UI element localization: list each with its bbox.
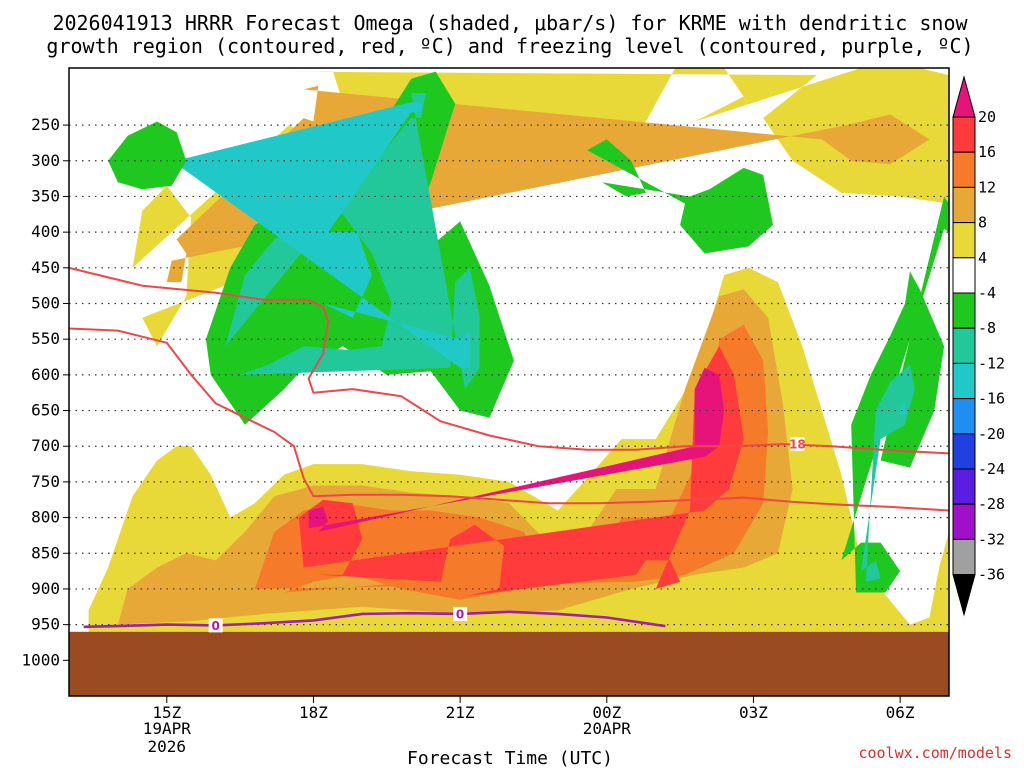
- x-axis-label: Forecast Time (UTC): [407, 748, 613, 768]
- colorbar-swatch-11: [952, 503, 976, 540]
- y-tick-label-500: 500: [31, 294, 60, 313]
- colorbar-label-3: 8: [978, 214, 987, 232]
- colorbar-top-arrow: [952, 75, 976, 118]
- y-tick-label-950: 950: [31, 615, 60, 634]
- x-tick-label-06Z: 06Z: [886, 703, 915, 722]
- colorbar-label-2: 12: [978, 178, 996, 196]
- y-tick-label-300: 300: [31, 151, 60, 170]
- y-tick-label-700: 700: [31, 436, 60, 455]
- colorbar-label-5: -4: [978, 284, 996, 302]
- y-tick-label-600: 600: [31, 365, 60, 384]
- x-tick-label-18Z: 18Z: [299, 703, 328, 722]
- x-tick-date-00Z: 20APR: [583, 719, 632, 738]
- colorbar-label-13: -36: [978, 566, 1005, 584]
- contour-label-bg-2: [453, 606, 468, 621]
- colorbar-swatch-0: [952, 116, 976, 153]
- colorbar-label-1: 16: [978, 143, 996, 161]
- omega-region-descent-main-16: [152, 102, 470, 368]
- ground-terrain: [69, 631, 949, 696]
- omega-region-lowlevel-ascent-16: [298, 346, 744, 597]
- y-tick-label-650: 650: [31, 401, 60, 420]
- colorbar-swatch-8: [952, 398, 976, 435]
- contour-lines: [69, 266, 949, 629]
- colorbar-swatch-2: [952, 186, 976, 224]
- site-watermark: coolwx.com/models: [858, 744, 1012, 762]
- colorbar-label-8: -16: [978, 390, 1005, 408]
- y-tick-label-450: 450: [31, 258, 60, 277]
- y-tick-label-750: 750: [31, 472, 60, 491]
- colorbar-swatch-9: [952, 433, 976, 470]
- omega-region-descent-upper-left: [108, 121, 187, 190]
- colorbar-swatch-5: [952, 292, 976, 329]
- y-tick-label-350: 350: [31, 186, 60, 205]
- x-tick-date-15Z: 19APR: [143, 719, 192, 738]
- omega-region-descent-main-12: [225, 93, 480, 390]
- x-tick-label-03Z: 03Z: [739, 703, 768, 722]
- colorbar-label-11: -28: [978, 495, 1005, 513]
- x-tick-label-15Z: 15Z: [152, 703, 181, 722]
- contour-dgz-lower: [69, 327, 949, 512]
- omega-colorbar: 20 16 12 8 4 -4 -8 -12 -16 -20 -24 -28 -32 -36: [952, 75, 1005, 617]
- y-tick-label-250: 250: [31, 115, 60, 134]
- colorbar-swatch-7: [952, 362, 976, 400]
- x-tick-label-21Z: 21Z: [446, 703, 475, 722]
- contour-dgz-upper: [69, 266, 949, 455]
- colorbar-swatch-1: [952, 151, 976, 188]
- contour-label-2: 0: [456, 607, 464, 621]
- omega-region-descent-right: [841, 196, 949, 593]
- y-tick-label-1000: 1000: [21, 650, 60, 669]
- colorbar-swatch-6: [952, 327, 976, 364]
- omega-shading: [88, 68, 949, 632]
- colorbar-label-9: -20: [978, 425, 1005, 443]
- colorbar-swatch-12: [952, 538, 976, 576]
- colorbar-label-7: -12: [978, 354, 1005, 372]
- x-tick-label-00Z: 00Z: [592, 703, 621, 722]
- contour-freezing-level: [83, 610, 666, 629]
- colorbar-label-4: 4: [978, 249, 987, 267]
- colorbar-label-10: -24: [978, 460, 1005, 478]
- plot-frame: [68, 67, 950, 697]
- colorbar-swatch-3: [952, 222, 976, 259]
- chart-title-line1: 2026041913 HRRR Forecast Omega (shaded, …: [52, 11, 968, 35]
- y-tick-label-900: 900: [31, 579, 60, 598]
- colorbar-swatch-10: [952, 468, 976, 505]
- x-tick-year-15Z: 2026: [148, 737, 187, 756]
- pressure-axis: 250 300 350 400 450 500 550 600 650 700 750 800 850 9…: [21, 115, 69, 669]
- y-tick-label-800: 800: [31, 508, 60, 527]
- colorbar-label-6: -8: [978, 319, 996, 337]
- contour-label-0: 18: [789, 438, 806, 452]
- chart-title-line2: growth region (contoured, red, ºC) and f…: [46, 34, 973, 58]
- colorbar-label-0: 20: [978, 108, 996, 126]
- y-tick-label-550: 550: [31, 329, 60, 348]
- y-tick-label-400: 400: [31, 222, 60, 241]
- colorbar-swatch-4: [952, 257, 976, 294]
- colorbar-label-12: -32: [978, 530, 1005, 548]
- contour-label-1: 0: [211, 619, 219, 633]
- contour-label-bg-1: [208, 618, 223, 633]
- contour-label-bg-0: [790, 437, 805, 452]
- omega-region-descent-right-12: [861, 364, 915, 582]
- y-tick-label-850: 850: [31, 543, 60, 562]
- colorbar-bottom-arrow: [952, 574, 976, 617]
